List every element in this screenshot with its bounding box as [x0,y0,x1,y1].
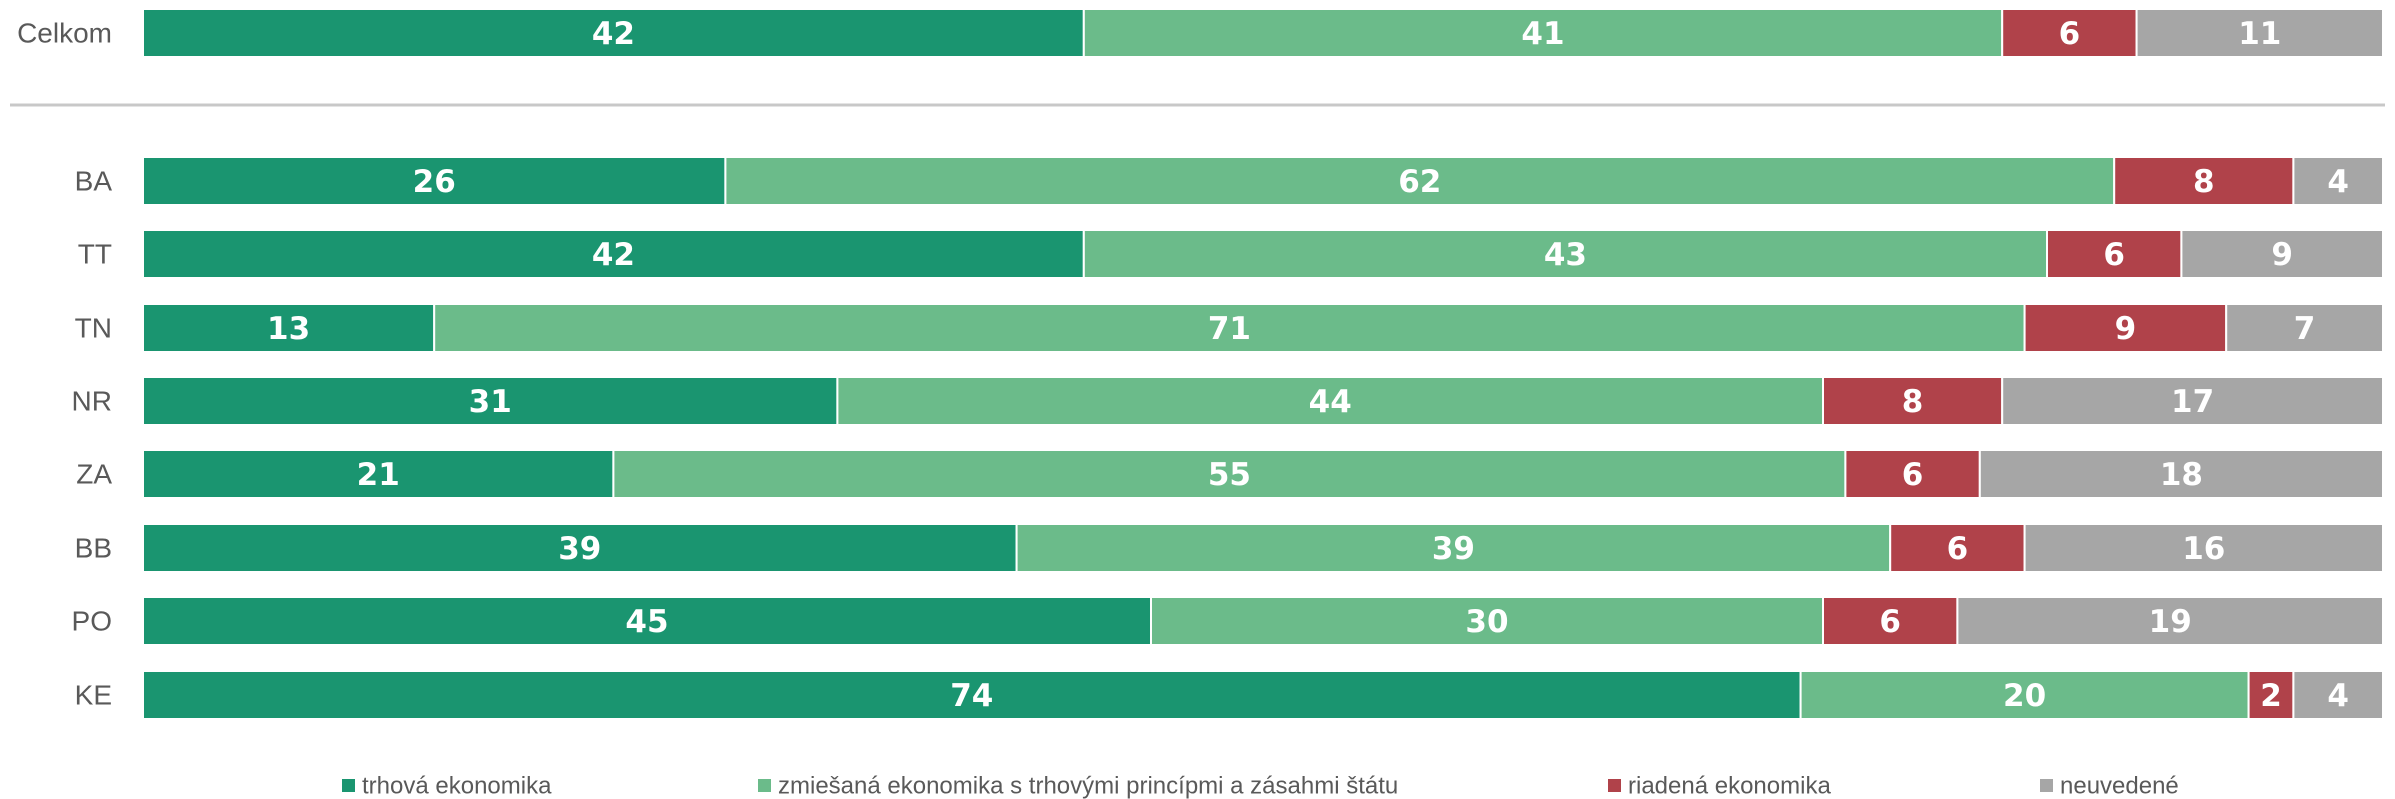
bar-za-series-4 [1978,449,2385,499]
bar-po-series-4 [1956,596,2385,646]
data-label-po-series-1: 45 [625,604,668,640]
data-label-tt-series-1: 42 [592,237,635,273]
data-label-celkom-series-3: 6 [2059,16,2081,52]
data-label-po-series-4: 19 [2149,604,2192,640]
legend-item-2: zmiešaná ekonomika s trhovými princípmi … [758,773,1398,799]
bar-celkom-series-2 [1082,8,2004,58]
data-label-tn-series-3: 9 [2115,311,2137,347]
bar-po-series-1 [142,596,1152,646]
legend-label: zmiešaná ekonomika s trhovými princípmi … [778,773,1398,799]
data-label-ba-series-4: 4 [2327,164,2349,200]
bar-nr-series-1 [142,376,839,426]
bar-tt-series-2 [1082,229,2049,279]
legend: trhová ekonomika zmiešaná ekonomika s trh… [342,773,2179,799]
data-label-celkom-series-2: 41 [1521,16,1564,52]
data-label-nr-series-2: 44 [1309,384,1352,420]
data-label-tt-series-3: 6 [2103,237,2125,273]
category-label-po: PO [72,606,112,637]
data-label-bb-series-4: 16 [2182,531,2225,567]
data-label-za-series-3: 6 [1902,457,1924,493]
legend-item-4: neuvedené [2040,773,2179,799]
data-label-bb-series-3: 6 [1947,531,1969,567]
legend-swatch [342,779,355,792]
bar-ke-series-2 [1799,670,2250,720]
category-label-za: ZA [76,459,112,490]
bar-nr-series-4 [2001,376,2384,426]
bar-ke-series-4 [2292,670,2384,720]
bar-za-series-1 [142,449,615,499]
data-label-nr-series-4: 17 [2171,384,2214,420]
bar-tt-series-1 [142,229,1085,279]
legend-swatch [1608,779,1621,792]
bar-po-series-2 [1150,596,1824,646]
legend-item-1: trhová ekonomika [342,773,552,799]
category-label-tn: TN [75,313,112,344]
legend-item-3: riadená ekonomika [1608,773,1831,799]
data-label-nr-series-1: 31 [469,384,512,420]
bar-celkom-series-3 [2001,8,2138,58]
data-label-tn-series-2: 71 [1208,311,1251,347]
legend-label: riadená ekonomika [1628,773,1831,799]
category-label-ba: BA [75,166,113,197]
category-label-bb: BB [75,533,112,564]
bar-ke-series-1 [142,670,1802,720]
data-label-tt-series-4: 9 [2271,237,2293,273]
bar-tt-series-3 [2046,229,2183,279]
data-label-po-series-2: 30 [1465,604,1508,640]
bar-nr-series-3 [1822,376,2004,426]
data-label-celkom-series-1: 42 [592,16,635,52]
data-label-nr-series-3: 8 [1902,384,1924,420]
data-label-bb-series-1: 39 [558,531,601,567]
category-label-celkom: Celkom [17,18,112,49]
bar-tn-series-2 [433,303,2026,353]
data-label-ke-series-1: 74 [950,678,993,714]
data-label-tt-series-2: 43 [1544,237,1587,273]
category-labels: Celkom BA TT TN NR ZA BB PO KE [17,18,112,711]
data-label-tn-series-4: 7 [2294,311,2316,347]
category-label-nr: NR [72,386,112,417]
category-label-ke: KE [75,680,112,711]
data-label-za-series-4: 18 [2160,457,2203,493]
bar-tn-series-3 [2023,303,2228,353]
data-label-za-series-1: 21 [357,457,400,493]
bar-celkom-series-4 [2135,8,2385,58]
legend-label: neuvedené [2060,773,2179,799]
data-label-ba-series-2: 62 [1398,164,1441,200]
data-label-po-series-3: 6 [1879,604,1901,640]
bar-ba-series-2 [724,156,2116,206]
bar-ke-series-3 [2247,670,2295,720]
bar-bb-series-4 [2023,523,2384,573]
bar-tt-series-4 [2180,229,2384,279]
data-label-ba-series-1: 26 [413,164,456,200]
bar-nr-series-2 [836,376,1824,426]
data-label-ba-series-3: 8 [2193,164,2215,200]
bar-bb-series-3 [1889,523,2026,573]
data-label-ke-series-2: 20 [2003,678,2046,714]
data-label-ke-series-4: 4 [2327,678,2349,714]
data-label-ke-series-3: 2 [2260,678,2282,714]
data-label-za-series-2: 55 [1208,457,1251,493]
bar-bb-series-2 [1015,523,1892,573]
data-label-tn-series-1: 13 [267,311,310,347]
bar-za-series-3 [1844,449,1981,499]
category-label-tt: TT [78,239,112,270]
bar-tn-series-4 [2225,303,2384,353]
legend-swatch [2040,779,2053,792]
bar-ba-series-4 [2292,156,2384,206]
data-label-celkom-series-4: 11 [2238,16,2281,52]
bar-tn-series-1 [142,303,436,353]
data-label-bb-series-2: 39 [1432,531,1475,567]
legend-swatch [758,779,771,792]
legend-label: trhová ekonomika [362,773,552,799]
